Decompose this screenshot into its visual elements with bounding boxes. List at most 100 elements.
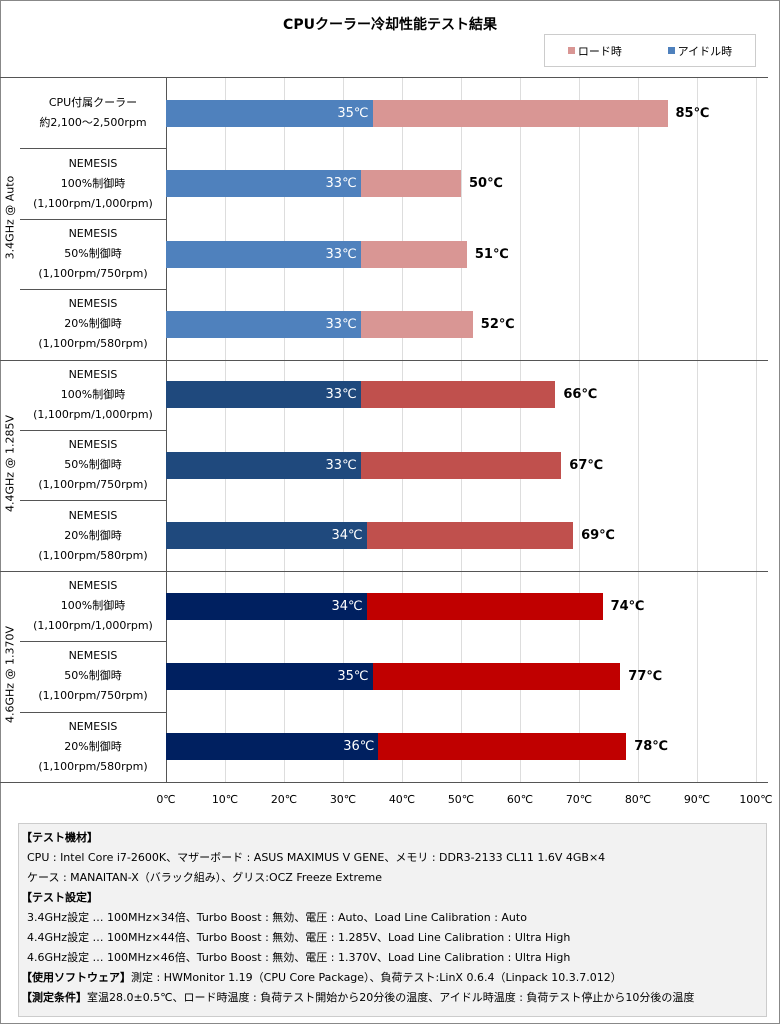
x-tick-label: 70℃ [565, 793, 593, 806]
row-label-line: (1,100rpm/1,000rpm) [33, 196, 153, 210]
gridline [225, 78, 226, 782]
bar-idle [166, 170, 361, 198]
legend-swatch-load [567, 47, 575, 54]
row-label: NEMESIS 50%制御時 (1,100rpm/750rpm) [20, 435, 166, 495]
gridline [343, 78, 344, 782]
row-label: NEMESIS 100%制御時 (1,100rpm/1,000rpm) [20, 576, 166, 636]
idle-data-label: 35℃ [337, 668, 369, 684]
x-tick-label: 100℃ [739, 793, 773, 806]
row-label-line: NEMESIS [68, 438, 118, 452]
bar-idle [166, 592, 367, 620]
idle-data-label: 35℃ [337, 105, 369, 121]
row-label-line: NEMESIS [68, 579, 118, 592]
row-label-line: (1,100rpm/750rpm) [38, 689, 148, 703]
bar-idle [166, 451, 361, 479]
row-label-line: 20%制御時 [64, 528, 122, 542]
load-data-label: 50℃ [469, 176, 503, 192]
idle-data-label: 33℃ [325, 176, 357, 192]
bar-load [366, 522, 574, 550]
row-label-line: 100%制御時 [60, 599, 126, 612]
row-label: NEMESIS 100%制御時 (1,100rpm/1,000rpm) [20, 365, 166, 425]
row-label: NEMESIS 50%制御時 (1,100rpm/750rpm) [20, 646, 166, 706]
note-heading: 【測定条件】 [21, 991, 87, 1004]
load-data-label: 69℃ [581, 528, 615, 544]
legend-label-load: ロード時 [577, 44, 622, 58]
row-label-line: NEMESIS [68, 719, 118, 733]
row-label-line: 20%制御時 [64, 739, 122, 753]
plot-area: CPU付属クーラー 約2,100～2,500rpm 35℃ 85℃ NEMESIS 100… [0, 77, 768, 783]
x-tick-label: 20℃ [270, 793, 298, 806]
note-line: 【テスト機材】 [21, 831, 98, 844]
x-tick-label: 0℃ [156, 793, 176, 806]
bar-idle [166, 240, 361, 268]
row-label-line: 50%制御時 [64, 247, 122, 260]
gridline [579, 78, 580, 782]
load-data-label: 51℃ [474, 246, 509, 262]
row-label-line: NEMESIS [68, 297, 118, 311]
group-label: 3.4GHz @ Auto [3, 175, 17, 260]
bar-load [360, 381, 556, 409]
legend: ロード時 アイドル時 [544, 34, 756, 67]
row-label: NEMESIS 20%制御時 (1,100rpm/580rpm) [20, 294, 166, 354]
load-data-label: 74℃ [610, 598, 645, 614]
row-label-line: (1,100rpm/1,000rpm) [33, 619, 153, 632]
legend-swatch-idle [667, 47, 675, 54]
row-label-line: NEMESIS [68, 367, 118, 381]
bar-load [360, 310, 473, 338]
row-label-line: NEMESIS [68, 649, 118, 663]
gridline [697, 78, 698, 782]
note-heading: 【使用ソフトウェア】 [21, 971, 131, 984]
idle-data-label: 33℃ [325, 387, 357, 403]
note-line: 3.4GHz設定 … 100MHz×34倍、Turbo Boost : 無効、電… [27, 911, 527, 924]
bar-idle [166, 522, 367, 550]
bar-load [360, 240, 467, 268]
legend-item-load: ロード時 [567, 43, 622, 59]
x-tick-label: 60℃ [506, 793, 534, 806]
note-text: 室温28.0±0.5℃、ロード時温度 : 負荷テスト開始から20分後の温度、アイ… [87, 991, 695, 1004]
bar-load [372, 99, 668, 127]
row-label: NEMESIS 20%制御時 (1,100rpm/580rpm) [20, 506, 166, 566]
bar-idle [166, 662, 373, 690]
bar-idle [166, 733, 379, 761]
row-label-line: (1,100rpm/750rpm) [38, 267, 148, 280]
gridline [284, 78, 285, 782]
row-divider [20, 289, 166, 291]
bar-load [360, 170, 461, 198]
idle-data-label: 36℃ [343, 739, 375, 755]
idle-data-label: 34℃ [331, 528, 363, 544]
y-axis-line [166, 78, 167, 782]
idle-data-label: 33℃ [325, 246, 357, 262]
x-tick-label: 50℃ [447, 793, 475, 806]
row-label: CPU付属クーラー 約2,100～2,500rpm [20, 93, 166, 133]
row-label-line: (1,100rpm/580rpm) [38, 337, 148, 351]
load-data-label: 66℃ [563, 387, 598, 403]
gridline [402, 78, 403, 782]
x-tick-label: 30℃ [329, 793, 357, 806]
note-line: 4.4GHz設定 … 100MHz×44倍、Turbo Boost : 無効、電… [27, 931, 571, 944]
row-label-line: 100%制御時 [60, 387, 126, 401]
bar-idle [166, 381, 361, 409]
row-divider [20, 218, 166, 220]
x-tick-label: 90℃ [683, 793, 711, 806]
row-label-line: (1,100rpm/750rpm) [38, 478, 148, 492]
load-data-label: 67℃ [569, 457, 604, 473]
row-label-line: (1,100rpm/580rpm) [38, 759, 148, 773]
load-data-label: 85℃ [675, 105, 710, 121]
row-label-line: NEMESIS [68, 508, 118, 522]
row-label-line: 50%制御時 [64, 458, 122, 472]
legend-label-idle: アイドル時 [677, 44, 733, 58]
row-label-line: 約2,100～2,500rpm [39, 116, 147, 130]
gridline [756, 78, 757, 782]
load-data-label: 78℃ [634, 739, 669, 755]
note-line: 【テスト設定】 [21, 891, 98, 904]
gridline [461, 78, 462, 782]
note-line: 【使用ソフトウェア】測定 : HWMonitor 1.19（CPU Core P… [19, 968, 766, 988]
load-data-label: 77℃ [628, 668, 663, 684]
row-label-line: (1,100rpm/580rpm) [38, 548, 148, 562]
row-divider [20, 641, 166, 643]
row-divider [20, 500, 166, 502]
note-line: 4.6GHz設定 … 100MHz×46倍、Turbo Boost : 無効、電… [27, 951, 571, 964]
row-label-line: 100%制御時 [60, 176, 126, 190]
x-tick-label: 80℃ [624, 793, 652, 806]
note-text: 測定 : HWMonitor 1.19（CPU Core Package）、負荷… [131, 971, 622, 984]
